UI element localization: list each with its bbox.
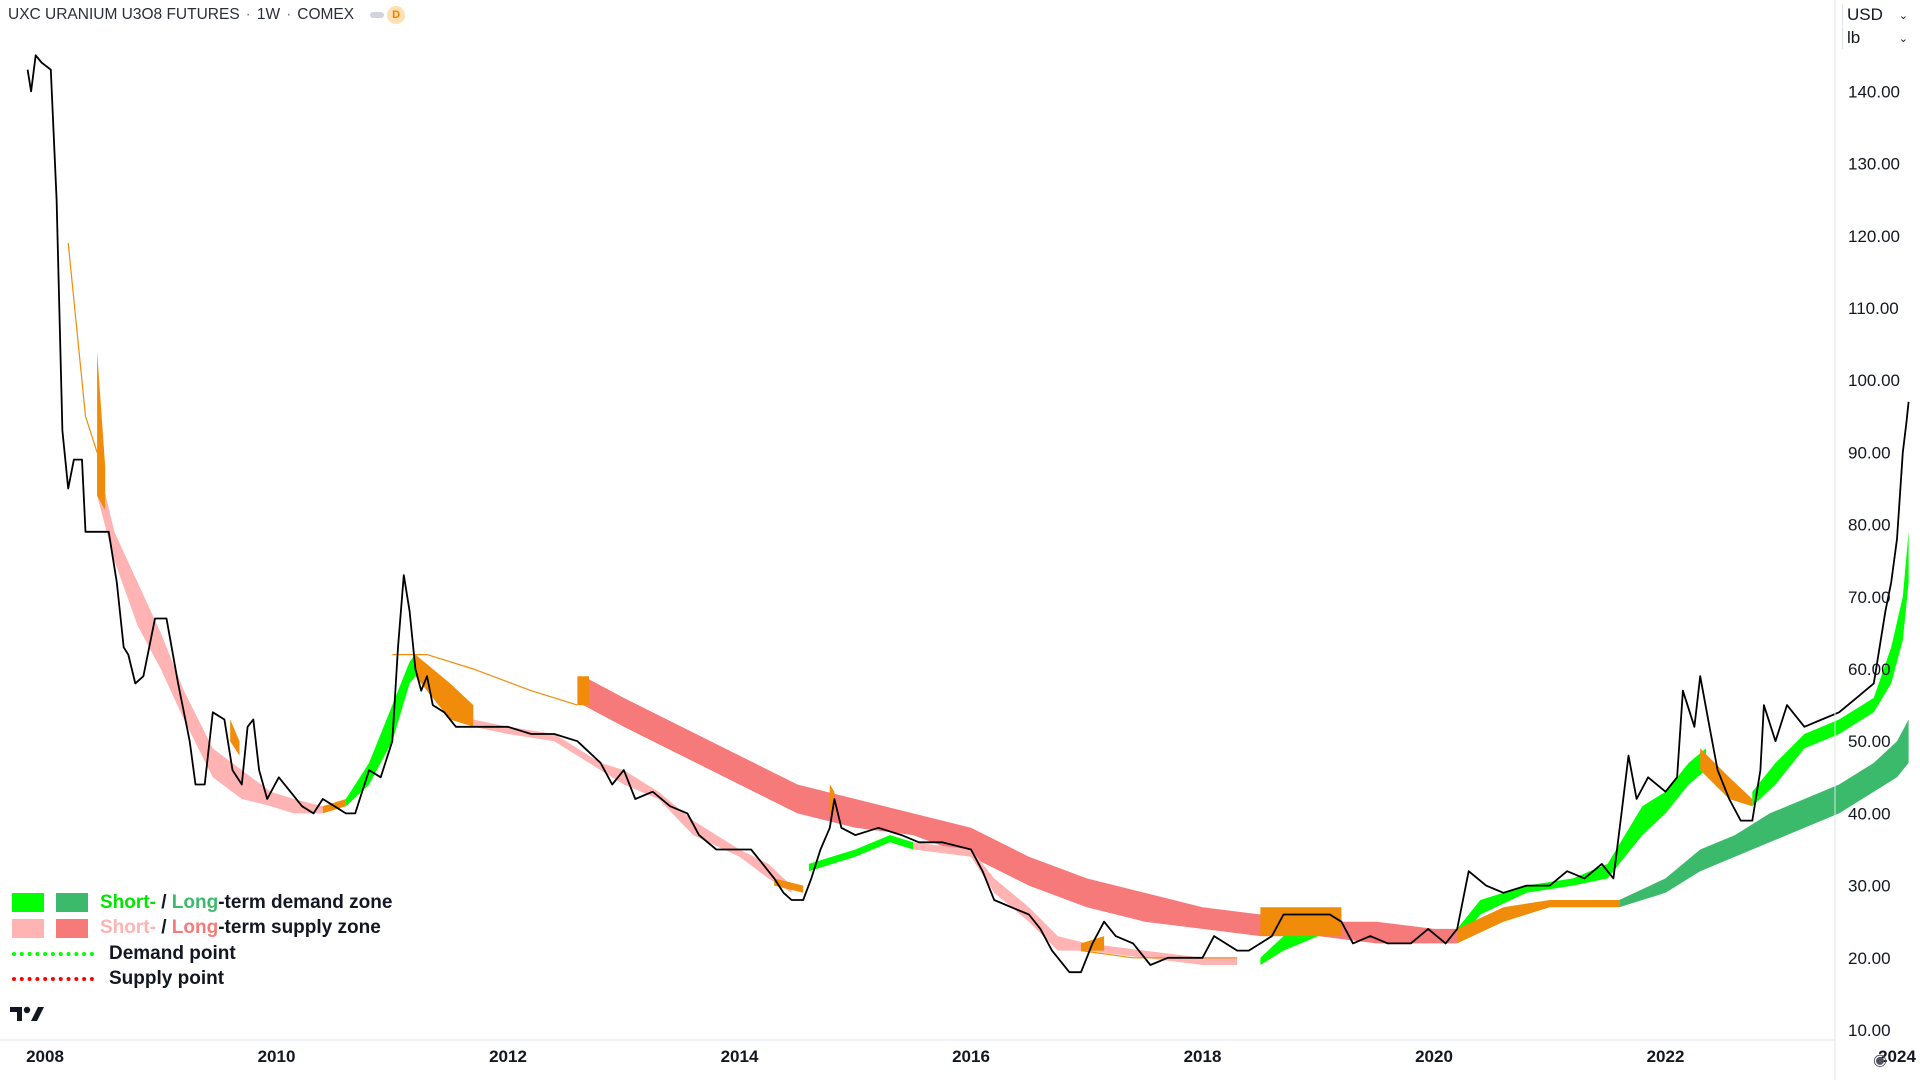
y-tick-label: 80.00 <box>1848 516 1891 535</box>
legend-slash: / <box>155 917 172 939</box>
x-tick-label: 2012 <box>489 1047 527 1066</box>
legend-supply-zone: Short- / Long -term supply zone <box>12 916 392 942</box>
chart-header: UXC URANIUM U3O8 FUTURES · 1W · COMEX D <box>8 6 406 24</box>
legend-supply-point: Supply point <box>12 967 392 993</box>
x-tick-label: 2020 <box>1415 1047 1453 1066</box>
short-supply-zone <box>913 842 1238 965</box>
currency-label: USD <box>1847 5 1883 24</box>
exchange-label: COMEX <box>297 6 355 23</box>
legend-long-text: Long <box>171 917 219 939</box>
short-supply-swatch <box>12 918 44 938</box>
y-tick-label: 10.00 <box>1848 1021 1891 1040</box>
transition-zone <box>230 719 240 756</box>
interval-label[interactable]: 1W <box>256 6 281 23</box>
chevron-down-icon: ⌄ <box>1898 32 1908 45</box>
x-tick-label: 2024 <box>1878 1047 1916 1066</box>
long-demand-swatch <box>56 893 88 913</box>
y-tick-label: 100.00 <box>1848 371 1900 390</box>
legend-demand-point-text: Demand point <box>109 942 236 964</box>
y-tick-label: 130.00 <box>1848 155 1900 174</box>
zone-bands <box>97 351 1909 965</box>
legend-demand-point: Demand point <box>12 941 392 967</box>
short-supply-zone <box>473 719 792 893</box>
transition-zone <box>97 351 106 511</box>
transition-line <box>392 654 578 706</box>
x-tick-label: 2016 <box>952 1047 990 1066</box>
settings-gear-icon[interactable]: ◉ <box>1873 1052 1887 1069</box>
header-separator: · <box>286 6 292 23</box>
short-demand-zone <box>345 654 416 807</box>
y-tick-label: 40.00 <box>1848 804 1891 823</box>
legend-short-text: Short- <box>100 891 156 913</box>
unit-selector[interactable]: lb ⌄ <box>1842 27 1914 49</box>
legend-supply-point-text: Supply point <box>109 968 225 990</box>
transition-line <box>67 242 98 453</box>
transition-zone <box>1457 900 1620 944</box>
y-tick-label: 20.00 <box>1848 949 1891 968</box>
market-status[interactable]: D <box>370 6 406 24</box>
x-tick-label: 2008 <box>26 1047 64 1066</box>
y-tick-label: 30.00 <box>1848 877 1891 896</box>
short-demand-zone <box>1752 531 1909 807</box>
short-supply-zone <box>97 459 323 814</box>
chevron-down-icon: ⌄ <box>1898 9 1908 22</box>
y-tick-label: 90.00 <box>1848 443 1891 462</box>
y-tick-label: 110.00 <box>1848 299 1899 318</box>
y-tick-label: 120.00 <box>1848 227 1900 246</box>
x-tick-label: 2014 <box>721 1047 759 1066</box>
unit-label: lb <box>1847 28 1861 47</box>
price-line <box>26 54 1910 974</box>
demand-point-swatch <box>12 951 94 956</box>
short-demand-zone <box>808 835 914 872</box>
transition-zone <box>1700 748 1753 807</box>
y-tick-label: 50.00 <box>1848 732 1891 751</box>
y-tick-label: 60.00 <box>1848 660 1891 679</box>
toggle-bar-icon <box>370 12 385 18</box>
symbol-title[interactable]: UXC URANIUM U3O8 FUTURES <box>8 6 240 23</box>
delayed-badge[interactable]: D <box>387 6 406 24</box>
legend-demand-zone: Short- / Long -term demand zone <box>12 890 392 916</box>
transition-zone <box>577 676 589 706</box>
y-tick-label: 70.00 <box>1848 588 1891 607</box>
currency-selector[interactable]: USD ⌄ <box>1842 4 1914 26</box>
x-tick-label: 2022 <box>1647 1047 1685 1066</box>
transition-zone <box>415 654 474 727</box>
long-demand-zone <box>1619 719 1909 908</box>
supply-point-swatch <box>12 977 94 982</box>
short-demand-swatch <box>12 893 44 913</box>
transition-zone <box>774 878 804 893</box>
chart-legend: Short- / Long -term demand zone Short- /… <box>12 890 392 992</box>
tradingview-logo-icon[interactable] <box>10 1005 44 1028</box>
legend-long-text: Long <box>171 891 219 913</box>
header-separator: · <box>245 6 251 23</box>
y-tick-label: 140.00 <box>1848 82 1900 101</box>
x-tick-label: 2010 <box>258 1047 296 1066</box>
legend-supply-text: -term supply zone <box>218 917 381 939</box>
legend-short-text: Short- <box>100 917 156 939</box>
legend-slash: / <box>155 891 172 913</box>
legend-demand-text: -term demand zone <box>218 891 393 913</box>
long-supply-swatch <box>56 918 88 938</box>
x-tick-label: 2018 <box>1184 1047 1222 1066</box>
short-demand-zone <box>1457 748 1706 944</box>
transition-zone <box>1260 907 1342 937</box>
